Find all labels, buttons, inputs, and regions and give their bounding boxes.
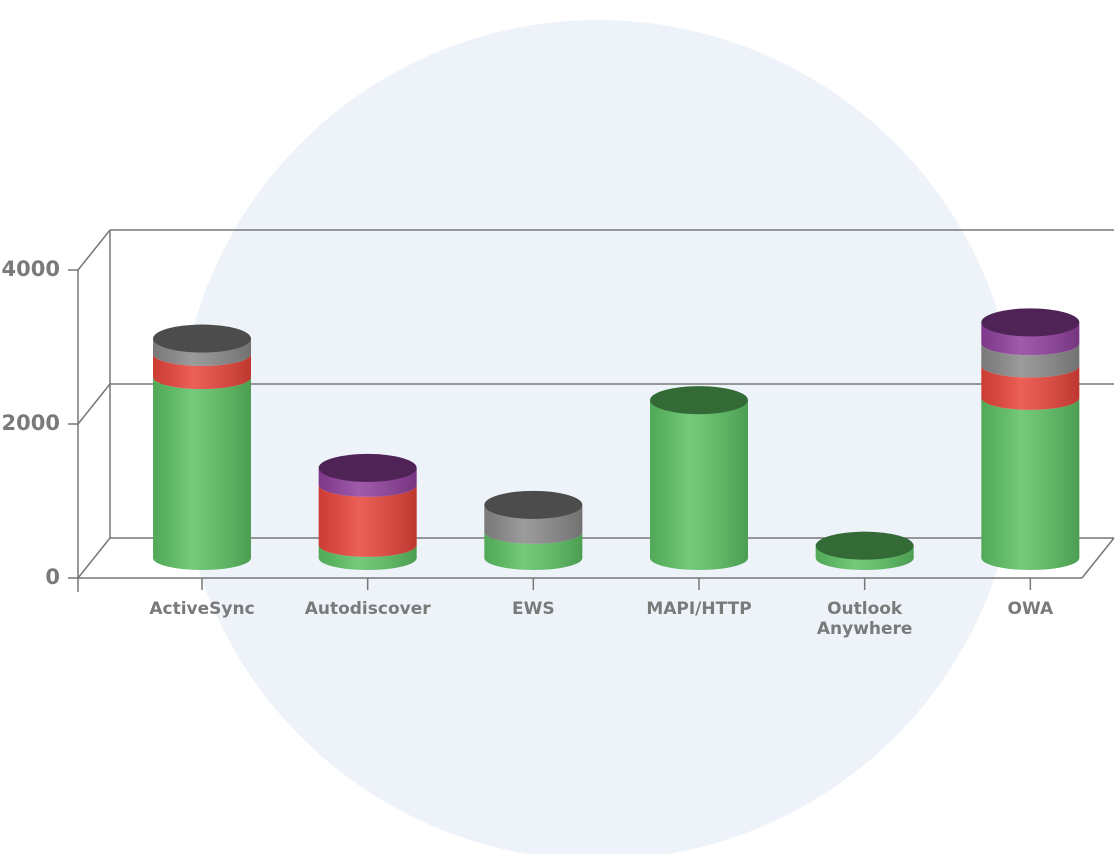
segment-shading <box>981 397 1080 571</box>
x-tick-label: Outlook Anywhere <box>816 599 913 639</box>
x-tick-label: ActiveSync <box>149 599 255 619</box>
grid-line <box>77 537 111 579</box>
cylinder-cap <box>484 490 583 519</box>
grid-line <box>77 229 111 271</box>
segment-shading <box>484 531 583 570</box>
segment-shading <box>153 353 251 390</box>
x-tick-label: Autodiscover <box>304 599 431 619</box>
grid-line <box>77 383 111 425</box>
segment-shading <box>153 377 251 570</box>
segment-shading <box>650 400 748 570</box>
cylinder-cap <box>815 531 914 560</box>
segment-shading <box>981 365 1080 410</box>
y-tick-label: 0 <box>45 565 60 589</box>
segment-shading <box>484 504 583 544</box>
segment-shading <box>318 484 417 557</box>
floor-edge <box>1081 537 1115 579</box>
cylinder-cap <box>981 308 1080 337</box>
segment-shading <box>318 544 417 570</box>
segment-shading <box>318 467 417 497</box>
cylinder-cap <box>650 386 748 415</box>
x-tick-label: OWA <box>1007 599 1054 619</box>
background-circle <box>178 20 1018 854</box>
x-tick-label: EWS <box>512 599 555 619</box>
y-tick-label: 2000 <box>2 411 60 435</box>
segment-shading <box>981 322 1080 356</box>
x-tick-label: MAPI/HTTP <box>646 599 752 619</box>
cylinder-cap <box>153 324 251 353</box>
segment-shading <box>981 343 1080 378</box>
y-tick-label: 4000 <box>2 257 60 281</box>
cylinder-cap <box>318 453 417 482</box>
